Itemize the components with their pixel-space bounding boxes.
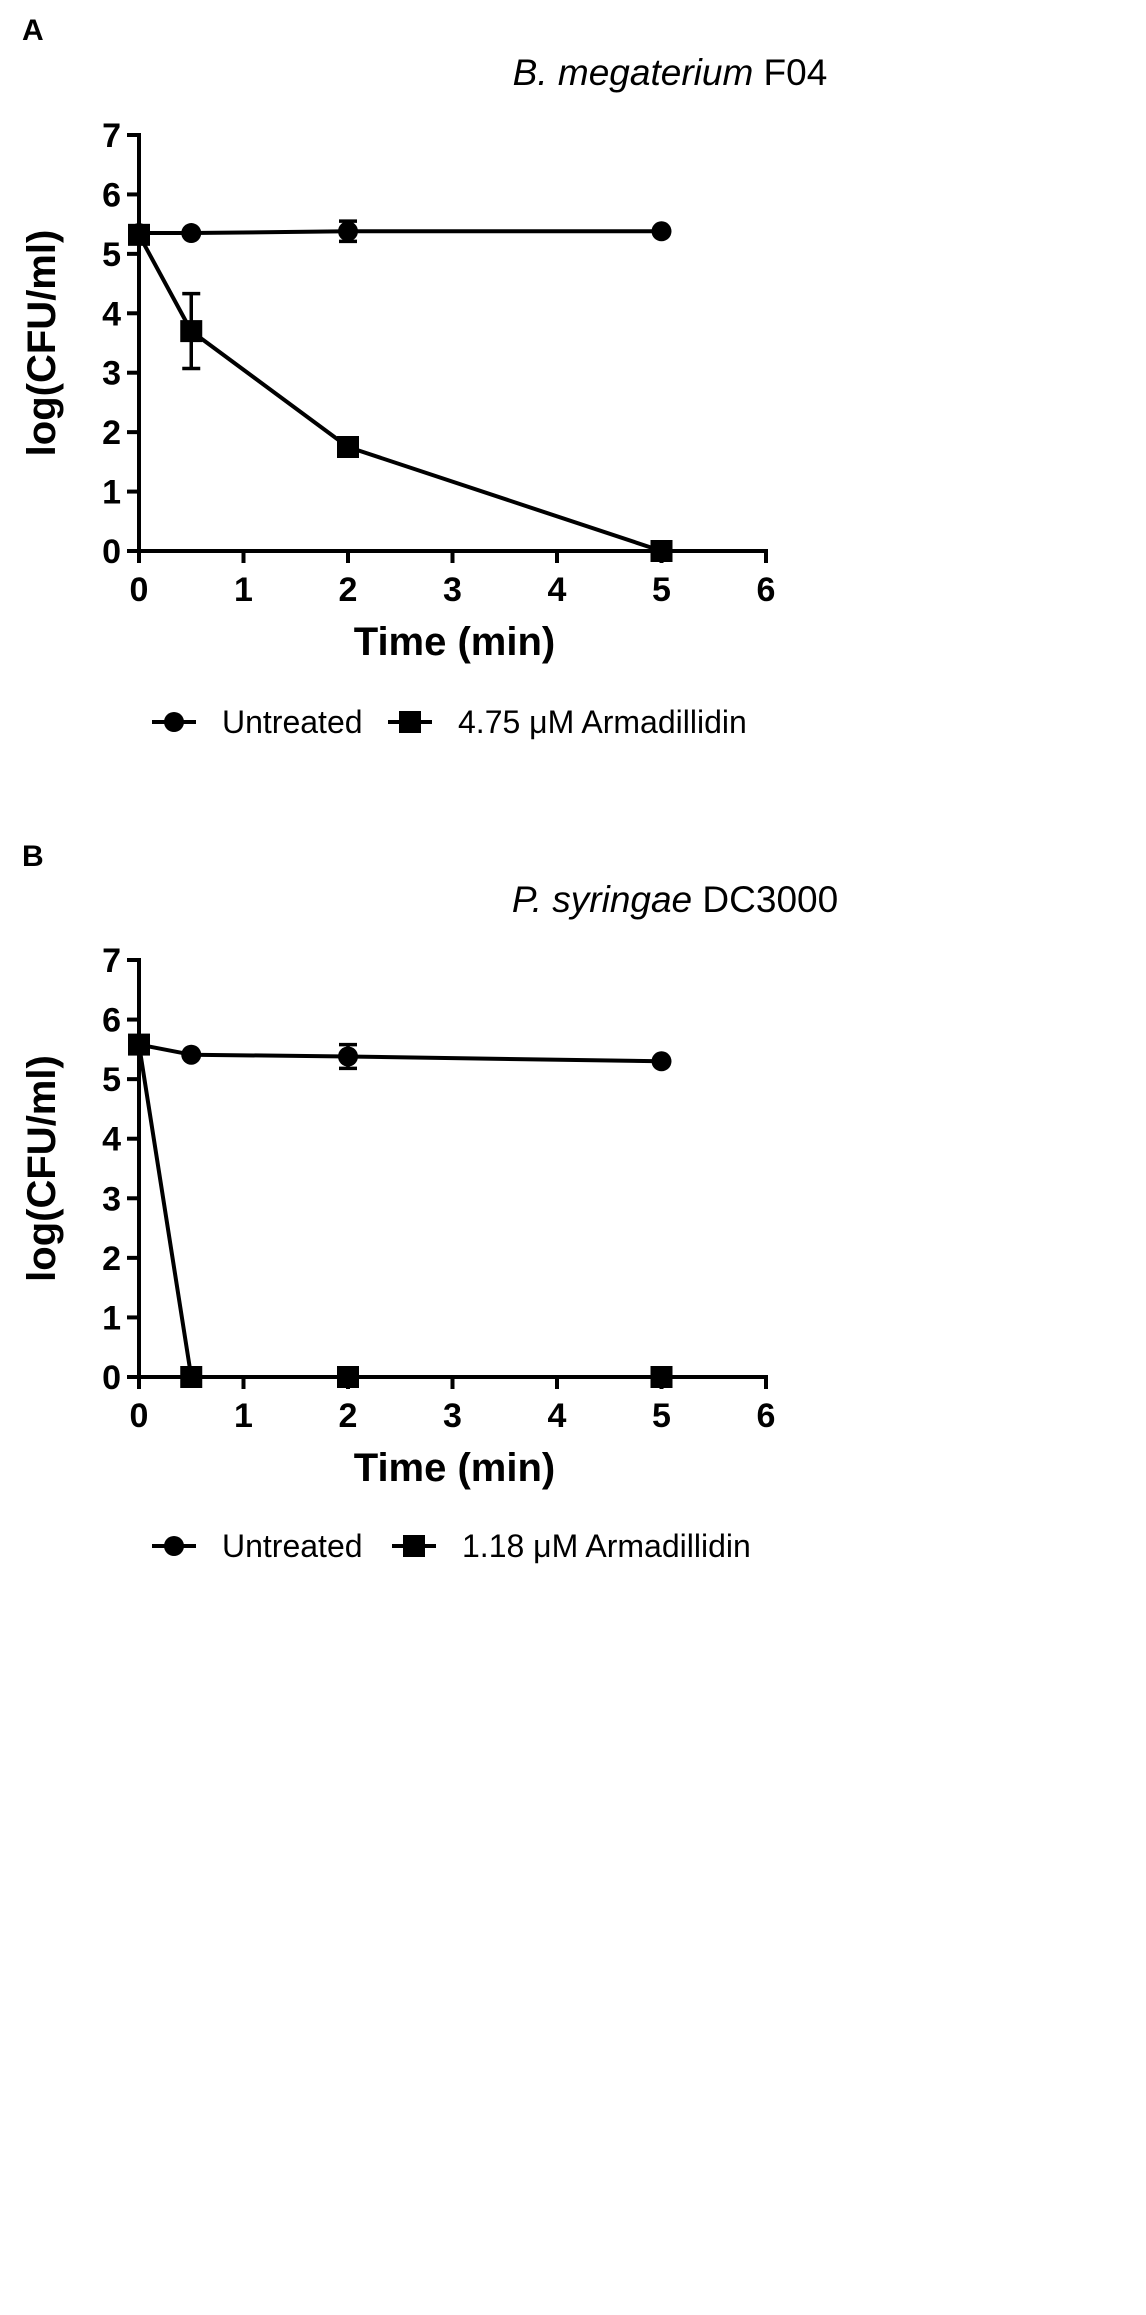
data-point xyxy=(338,1046,358,1067)
x-tick-label: 1 xyxy=(234,1397,253,1435)
x-axis-label: Time (min) xyxy=(354,620,556,664)
y-axis-label: log(CFU/ml) xyxy=(20,1055,64,1282)
y-tick-label: 4 xyxy=(102,295,121,333)
y-tick-label: 4 xyxy=(102,1121,121,1159)
series-1 xyxy=(129,219,672,244)
y-tick-label: 2 xyxy=(102,414,121,452)
chart-panel-a: A B. megaterium F04 0 1 2 3 4 5 6 7 0 1 2 3 4 5 6 Time (m… xyxy=(20,14,827,740)
legend-marker xyxy=(403,1535,425,1557)
y-tick-label: 0 xyxy=(102,1359,121,1397)
legend-label: Untreated xyxy=(222,704,363,740)
panel-label: B xyxy=(22,840,44,873)
x-tick-label: 0 xyxy=(130,571,149,609)
data-point xyxy=(128,223,150,246)
series-line xyxy=(139,229,662,236)
legend-marker xyxy=(399,711,421,733)
y-tick-label: 2 xyxy=(102,1240,121,1278)
x-tick-label: 6 xyxy=(757,571,776,609)
series-line xyxy=(137,233,663,553)
data-point xyxy=(128,1033,150,1056)
y-tick-label: 3 xyxy=(102,1180,121,1218)
chart-title: B. megaterium F04 xyxy=(513,52,828,93)
y-tick-label: 7 xyxy=(102,942,121,980)
data-point xyxy=(180,320,203,343)
chart-title-strain: F04 xyxy=(753,52,827,93)
data-point xyxy=(180,1366,203,1388)
series-1 xyxy=(129,1034,672,1072)
legend: Untreated 1.18 μM Armadillidin xyxy=(152,1528,751,1564)
data-point xyxy=(337,1366,359,1388)
legend-label: 1.18 μM Armadillidin xyxy=(462,1528,751,1564)
x-tick-label: 2 xyxy=(339,571,358,609)
data-point xyxy=(650,540,673,562)
legend-marker xyxy=(164,1536,184,1556)
legend-item: Untreated xyxy=(152,704,363,740)
y-axis-label: log(CFU/ml) xyxy=(20,230,64,457)
y-tick-label: 6 xyxy=(102,176,121,214)
y-tick-label: 5 xyxy=(102,1061,121,1099)
chart-title: P. syringae DC3000 xyxy=(512,879,838,920)
y-tick-label: 3 xyxy=(102,355,121,393)
legend-label: Untreated xyxy=(222,1528,363,1564)
legend-marker xyxy=(164,712,184,732)
chart-title-species: B. megaterium xyxy=(513,52,754,93)
series-2 xyxy=(128,1033,673,1388)
y-tick-label: 1 xyxy=(102,1299,121,1337)
x-tick-label: 6 xyxy=(757,1397,776,1435)
x-tick-label: 5 xyxy=(652,1397,671,1435)
y-tick-label: 1 xyxy=(102,474,121,512)
legend-label: 4.75 μM Armadillidin xyxy=(458,704,747,740)
x-tick-label: 5 xyxy=(652,571,671,609)
chart-panel-b: B P. syringae DC3000 0 1 2 3 4 5 6 7 0 1 2 3 4 5 6 Time (… xyxy=(20,840,838,1564)
x-tick-label: 0 xyxy=(130,1397,149,1435)
series-2 xyxy=(128,223,673,562)
data-point xyxy=(651,1051,672,1072)
legend-item: Untreated xyxy=(152,1528,363,1564)
chart-title-strain: DC3000 xyxy=(692,879,838,920)
y-tick-label: 5 xyxy=(102,236,121,274)
legend: Untreated 4.75 μM Armadillidin xyxy=(152,704,747,740)
data-point xyxy=(651,221,672,242)
x-tick-label: 3 xyxy=(443,571,462,609)
series-line xyxy=(137,1044,662,1379)
x-tick-label: 3 xyxy=(443,1397,462,1435)
series-line xyxy=(138,1042,662,1064)
x-tick-label: 4 xyxy=(548,571,567,609)
x-tick-label: 4 xyxy=(548,1397,567,1435)
y-tick-label: 6 xyxy=(102,1002,121,1040)
data-point xyxy=(181,1044,202,1065)
legend-item: 4.75 μM Armadillidin xyxy=(388,704,747,740)
chart-title-species: P. syringae xyxy=(512,879,692,920)
data-point xyxy=(181,223,202,244)
y-tick-label: 0 xyxy=(102,533,121,571)
y-tick-label: 7 xyxy=(102,117,121,155)
x-tick-label: 2 xyxy=(339,1397,358,1435)
legend-item: 1.18 μM Armadillidin xyxy=(392,1528,751,1564)
x-axis-label: Time (min) xyxy=(354,1446,556,1490)
data-point xyxy=(337,436,359,458)
data-point xyxy=(650,1366,673,1388)
x-tick-label: 1 xyxy=(234,571,253,609)
data-point xyxy=(338,221,358,242)
panel-label: A xyxy=(22,14,44,47)
